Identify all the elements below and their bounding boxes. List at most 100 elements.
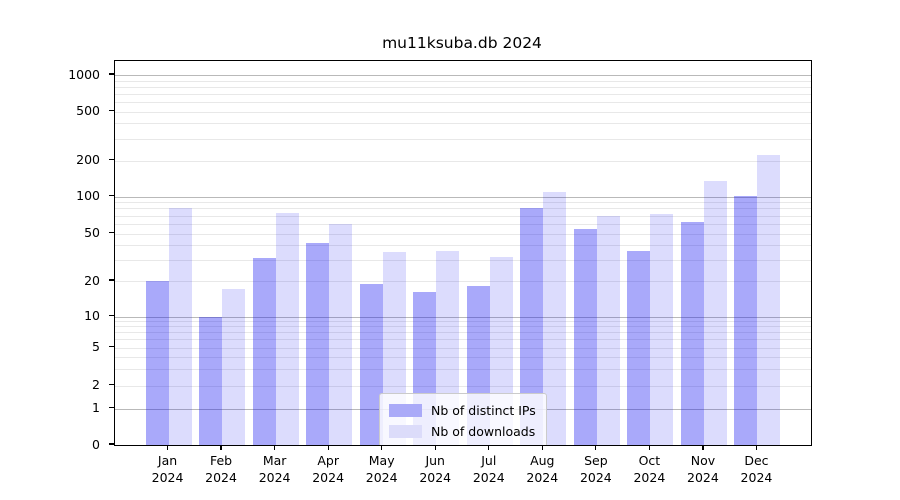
legend-swatch-ips-icon (389, 404, 422, 417)
ytick-label-10: 10 (84, 308, 100, 323)
bar-jan-distinct-ips (145, 281, 169, 445)
ytick-mark-0 (109, 443, 114, 445)
bar-nov-downloads (703, 180, 727, 445)
legend: Nb of distinct IPs Nb of downloads (379, 393, 547, 445)
gridline-6 (115, 339, 811, 341)
xtick-label-aug: Aug 2024 (526, 453, 559, 485)
bar-oct-downloads (650, 214, 674, 445)
bar-apr-distinct-ips (306, 242, 330, 445)
gridline-800 (115, 86, 811, 88)
gridline-7 (115, 332, 811, 334)
bar-aug-downloads (543, 191, 567, 445)
xtick-label-feb: Feb 2024 (205, 453, 237, 485)
bar-may-distinct-ips (359, 283, 383, 445)
ytick-mark-1 (109, 406, 114, 409)
plot-area: Nb of distinct IPs Nb of downloads (114, 60, 812, 446)
legend-label-downloads: Nb of downloads (431, 424, 536, 439)
xtick-mark-apr (327, 445, 329, 450)
bar-dec-downloads (757, 155, 781, 445)
gridline-900 (115, 80, 811, 82)
gridline-40 (115, 245, 811, 247)
xtick-label-oct: Oct 2024 (633, 453, 666, 485)
xtick-label-nov: Nov 2024 (687, 453, 719, 485)
gridline-4 (115, 356, 811, 358)
bar-feb-distinct-ips (199, 316, 223, 445)
xtick-mark-oct (648, 445, 651, 450)
gridline-400 (115, 123, 811, 125)
ytick-mark-10 (109, 314, 114, 317)
gridline-5 (115, 347, 811, 349)
ytick-label-2: 2 (92, 377, 100, 392)
xtick-label-apr: Apr 2024 (312, 453, 345, 485)
ytick-label-0: 0 (92, 436, 100, 452)
gridline-9 (115, 321, 811, 323)
xtick-mark-dec (755, 445, 758, 450)
bar-nov-distinct-ips (680, 222, 704, 445)
bar-jan-downloads (168, 208, 192, 445)
legend-row-downloads: Nb of downloads (389, 421, 536, 442)
ytick-mark-5 (109, 345, 114, 348)
ytick-label-1000: 1000 (68, 66, 100, 82)
ytick-mark-50 (109, 231, 114, 234)
ytick-mark-200 (109, 158, 114, 161)
ytick-mark-100 (109, 194, 114, 197)
xtick-label-sep: Sep 2024 (579, 453, 612, 485)
bar-mar-downloads (275, 212, 299, 445)
ytick-label-20: 20 (84, 272, 100, 288)
bar-aug-distinct-ips (520, 208, 544, 445)
bar-dec-distinct-ips (734, 195, 758, 445)
gridline-3 (115, 368, 811, 370)
gridline-300 (115, 138, 811, 140)
legend-swatch-downloads-icon (389, 425, 422, 438)
gridline-1000 (115, 75, 811, 76)
bar-oct-distinct-ips (627, 250, 651, 445)
gridline-600 (115, 101, 811, 103)
legend-row-ips: Nb of distinct IPs (389, 400, 536, 421)
gridline-30 (115, 259, 811, 261)
gridline-2 (115, 385, 811, 387)
ytick-label-1: 1 (92, 400, 100, 415)
gridline-8 (115, 326, 811, 328)
xtick-label-dec: Dec 2024 (740, 453, 773, 485)
ytick-mark-2 (109, 383, 114, 386)
bar-sep-distinct-ips (573, 229, 597, 445)
gridline-70 (115, 215, 811, 217)
xtick-mark-jul (488, 445, 490, 450)
gridline-100 (115, 196, 811, 198)
ytick-label-50: 50 (84, 225, 100, 240)
xtick-label-mar: Mar 2024 (258, 453, 291, 485)
xtick-label-jan: Jan 2024 (151, 453, 184, 485)
xtick-mark-feb (220, 445, 222, 450)
ytick-label-500: 500 (76, 103, 100, 118)
gridline-10 (115, 316, 811, 318)
xtick-mark-mar (273, 445, 276, 450)
gridline-200 (115, 160, 811, 162)
gridline-80 (115, 208, 811, 210)
ytick-label-200: 200 (76, 152, 100, 167)
gridline-50 (115, 233, 811, 235)
gridline-500 (115, 111, 811, 113)
gridline-90 (115, 202, 811, 204)
bar-sep-downloads (596, 215, 620, 445)
ytick-mark-1000 (109, 73, 114, 75)
ytick-mark-20 (109, 279, 114, 281)
xtick-mark-sep (595, 445, 597, 450)
gridline-700 (115, 93, 811, 95)
ytick-label-5: 5 (92, 339, 100, 354)
xtick-mark-may (381, 445, 383, 450)
gridline-20 (115, 281, 811, 282)
xtick-mark-aug (541, 445, 543, 450)
ytick-label-100: 100 (76, 188, 100, 203)
bar-feb-downloads (222, 289, 246, 445)
xtick-mark-nov (702, 445, 704, 450)
xtick-label-may: May 2024 (365, 453, 398, 485)
bar-apr-downloads (329, 223, 353, 445)
xtick-label-jun: Jun 2024 (419, 453, 452, 485)
ytick-mark-500 (109, 109, 114, 112)
xtick-label-jul: Jul 2024 (472, 453, 505, 485)
xtick-mark-jun (434, 445, 436, 450)
bar-mar-distinct-ips (252, 258, 276, 445)
xtick-mark-jan (166, 445, 169, 450)
gridline-60 (115, 223, 811, 225)
